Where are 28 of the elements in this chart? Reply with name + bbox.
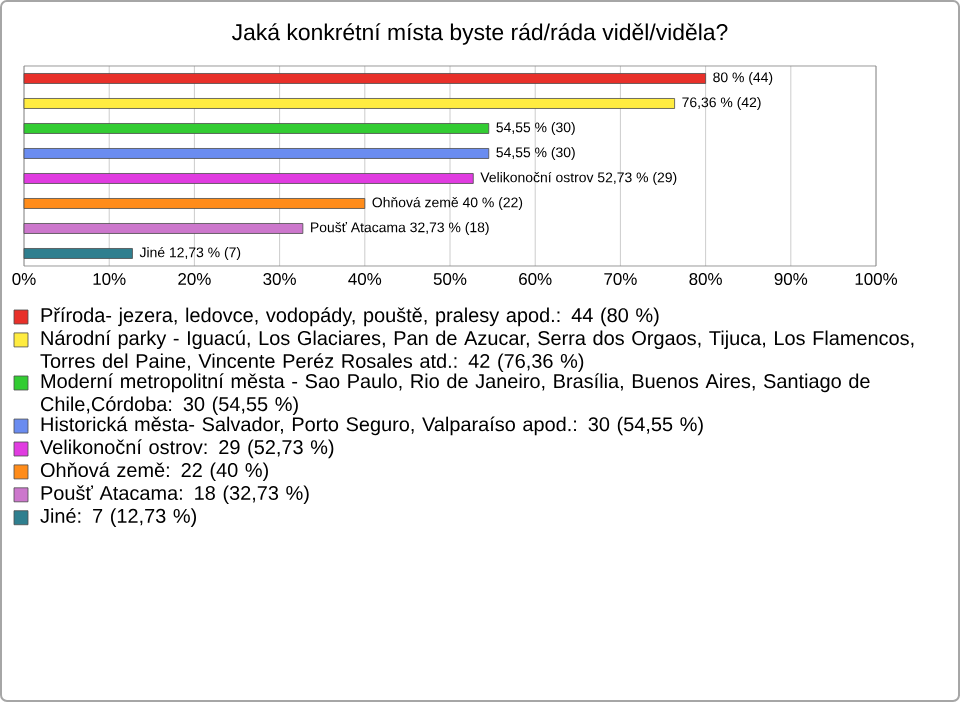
- legend-label: Historická města- Salvador, Porto Seguro, Valparaíso apod.: 30 (54,55 %): [41, 416, 703, 436]
- legend-label: Velikonoční ostrov: 29 (52,73 %): [40, 439, 334, 459]
- legend-label: Národní parky - Iguacú, Los Glaciares, Pan de Azucar, Serra dos Orgaos, Tijuca, Los Flamencos, Torres del Paine, Vincente Peréz Rosales atd.: 42 (76,36 %): [40, 330, 914, 372]
- legend-label: Ohňová země: 22 (40 %): [40, 462, 268, 482]
- x-tick-label: 30%: [263, 273, 296, 286]
- x-tick-label: 0%: [12, 273, 36, 286]
- x-tick-label: 100%: [855, 273, 898, 286]
- x-tick-label: 10%: [93, 273, 126, 286]
- bar: [23, 248, 133, 259]
- bar: [23, 173, 474, 184]
- legend-label: Jiné: 7 (12,73 %): [40, 508, 196, 527]
- legend-label: Poušť Atacama: 18 (32,73 %): [41, 485, 309, 504]
- bar: [23, 198, 366, 209]
- legend-label: Moderní metropolitní města - Sao Paulo, Rio de Janeiro, Brasília, Buenos Aires, Santiago de Chile,Córdoba: 30 (54,55 %): [41, 373, 870, 416]
- bar: [23, 223, 304, 234]
- bar: [23, 148, 490, 159]
- legend-label: Příroda- jezera, ledovce, vodopády, pouště, pralesy apod.: 44 (80 %): [41, 307, 659, 327]
- x-tick-label: 50%: [433, 273, 467, 286]
- bar: [23, 98, 675, 109]
- x-tick-label: 90%: [774, 273, 808, 286]
- x-tick-label: 80%: [689, 273, 722, 286]
- x-tick-label: 40%: [348, 273, 382, 286]
- chart-title: Jaká konkrétní místa byste rád/ráda viděl/viděla?: [231, 23, 728, 45]
- x-tick-label: 20%: [178, 273, 211, 286]
- x-tick-label: 70%: [604, 273, 637, 286]
- bar: [23, 73, 707, 84]
- x-tick-label: 60%: [519, 273, 552, 286]
- bar: [23, 123, 490, 134]
